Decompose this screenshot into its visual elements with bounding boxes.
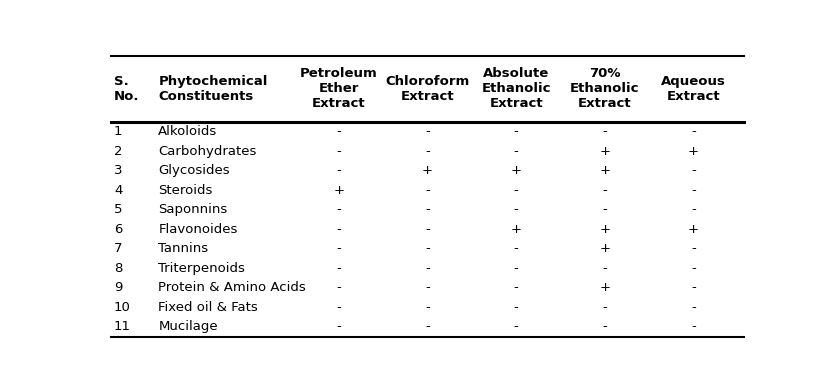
- Text: +: +: [688, 145, 699, 158]
- Text: -: -: [514, 203, 519, 216]
- Text: +: +: [600, 242, 610, 255]
- Text: -: -: [425, 262, 430, 275]
- Text: -: -: [691, 262, 696, 275]
- Text: -: -: [514, 125, 519, 138]
- Text: Mucilage: Mucilage: [158, 320, 218, 333]
- Text: -: -: [602, 301, 607, 314]
- Text: -: -: [691, 242, 696, 255]
- Text: -: -: [691, 184, 696, 197]
- Text: -: -: [336, 125, 341, 138]
- Text: Steroids: Steroids: [158, 184, 213, 197]
- Text: -: -: [336, 164, 341, 177]
- Text: -: -: [514, 242, 519, 255]
- Text: -: -: [691, 320, 696, 333]
- Text: -: -: [691, 164, 696, 177]
- Text: -: -: [425, 125, 430, 138]
- Text: +: +: [600, 281, 610, 294]
- Text: Fixed oil & Fats: Fixed oil & Fats: [158, 301, 258, 314]
- Text: -: -: [514, 320, 519, 333]
- Text: 4: 4: [114, 184, 123, 197]
- Text: +: +: [510, 164, 521, 177]
- Text: -: -: [514, 145, 519, 158]
- Text: -: -: [691, 203, 696, 216]
- Text: -: -: [336, 301, 341, 314]
- Text: -: -: [336, 145, 341, 158]
- Text: -: -: [514, 301, 519, 314]
- Text: -: -: [425, 281, 430, 294]
- Text: 9: 9: [114, 281, 123, 294]
- Text: -: -: [602, 203, 607, 216]
- Text: Flavonoides: Flavonoides: [158, 223, 238, 236]
- Text: +: +: [600, 164, 610, 177]
- Text: S.
No.: S. No.: [114, 75, 139, 103]
- Text: -: -: [336, 262, 341, 275]
- Text: Petroleum
Ether
Extract: Petroleum Ether Extract: [300, 67, 378, 110]
- Text: +: +: [334, 184, 344, 197]
- Text: +: +: [422, 164, 433, 177]
- Text: -: -: [425, 242, 430, 255]
- Text: -: -: [602, 320, 607, 333]
- Text: 5: 5: [114, 203, 123, 216]
- Text: 7: 7: [114, 242, 123, 255]
- Text: Absolute
Ethanolic
Extract: Absolute Ethanolic Extract: [481, 67, 550, 110]
- Text: -: -: [336, 203, 341, 216]
- Text: Aqueous
Extract: Aqueous Extract: [661, 75, 726, 103]
- Text: -: -: [336, 242, 341, 255]
- Text: 8: 8: [114, 262, 123, 275]
- Text: -: -: [425, 145, 430, 158]
- Text: -: -: [691, 125, 696, 138]
- Text: -: -: [425, 203, 430, 216]
- Text: 3: 3: [114, 164, 123, 177]
- Text: -: -: [514, 281, 519, 294]
- Text: 6: 6: [114, 223, 123, 236]
- Text: 1: 1: [114, 125, 123, 138]
- Text: -: -: [691, 281, 696, 294]
- Text: Glycosides: Glycosides: [158, 164, 230, 177]
- Text: Chloroform
Extract: Chloroform Extract: [385, 75, 470, 103]
- Text: 10: 10: [114, 301, 131, 314]
- Text: -: -: [336, 223, 341, 236]
- Text: 11: 11: [114, 320, 131, 333]
- Text: -: -: [425, 301, 430, 314]
- Text: 2: 2: [114, 145, 123, 158]
- Text: -: -: [425, 223, 430, 236]
- Text: -: -: [425, 184, 430, 197]
- Text: Triterpenoids: Triterpenoids: [158, 262, 245, 275]
- Text: -: -: [602, 125, 607, 138]
- Text: -: -: [514, 262, 519, 275]
- Text: Protein & Amino Acids: Protein & Amino Acids: [158, 281, 306, 294]
- Text: Carbohydrates: Carbohydrates: [158, 145, 257, 158]
- Text: Saponnins: Saponnins: [158, 203, 228, 216]
- Text: -: -: [602, 184, 607, 197]
- Text: -: -: [691, 301, 696, 314]
- Text: Alkoloids: Alkoloids: [158, 125, 218, 138]
- Text: -: -: [602, 262, 607, 275]
- Text: Tannins: Tannins: [158, 242, 208, 255]
- Text: -: -: [336, 281, 341, 294]
- Text: -: -: [425, 320, 430, 333]
- Text: +: +: [688, 223, 699, 236]
- Text: +: +: [510, 223, 521, 236]
- Text: Phytochemical
Constituents: Phytochemical Constituents: [158, 75, 268, 103]
- Text: 70%
Ethanolic
Extract: 70% Ethanolic Extract: [570, 67, 640, 110]
- Text: +: +: [600, 145, 610, 158]
- Text: -: -: [514, 184, 519, 197]
- Text: +: +: [600, 223, 610, 236]
- Text: -: -: [336, 320, 341, 333]
